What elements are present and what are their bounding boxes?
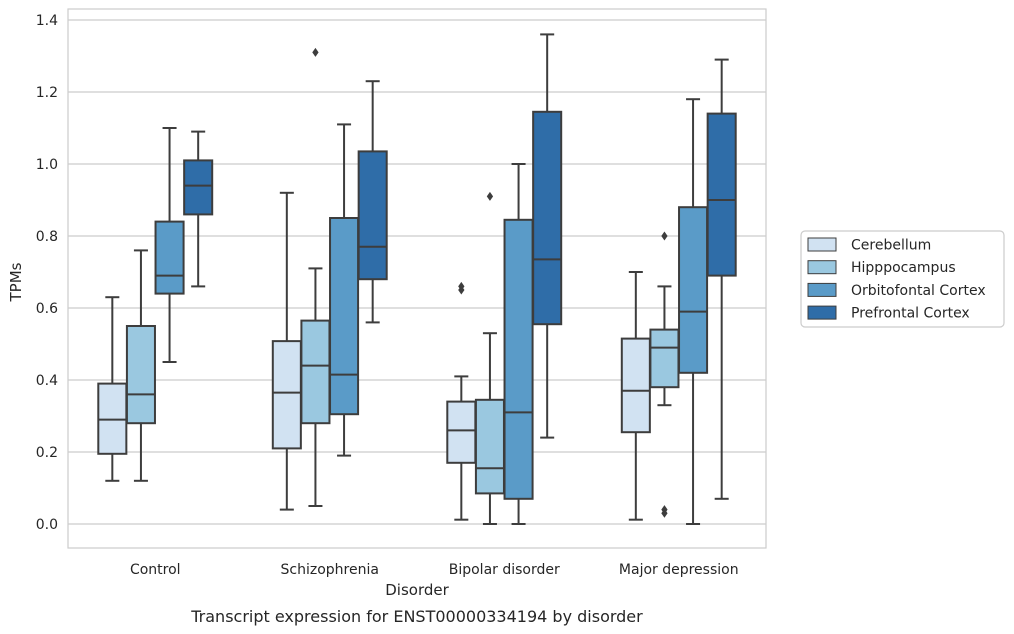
legend-label: Orbitofontal Cortex	[851, 283, 986, 299]
x-tick-label: Bipolar disorder	[449, 562, 560, 578]
x-tick-label: Major depression	[619, 562, 739, 578]
legend-swatch	[807, 237, 837, 252]
iqr-box	[649, 328, 680, 389]
y-tick-label: 1.2	[36, 85, 58, 101]
legend-label: Prefrontal Cortex	[851, 306, 970, 322]
iqr-box	[125, 325, 156, 425]
plot-frame	[67, 8, 767, 549]
box-orbitofontal-cortex	[154, 127, 185, 363]
iqr-box	[446, 400, 477, 464]
box-hipppocampus	[300, 47, 331, 507]
x-tick-label: Control	[130, 562, 181, 578]
legend-label: Cerebellum	[851, 238, 931, 254]
iqr-box	[678, 206, 709, 374]
iqr-box	[154, 220, 185, 295]
y-tick-label: 0.8	[36, 229, 58, 245]
box-orbitofontal-cortex	[503, 163, 534, 525]
legend-swatch	[807, 305, 837, 320]
y-tick-label: 0.2	[36, 445, 58, 461]
box-cerebellum	[97, 296, 128, 482]
legend-frame	[800, 230, 1005, 328]
y-tick-label: 0.0	[36, 517, 58, 533]
outlier-point	[661, 231, 668, 241]
box-cerebellum	[620, 271, 651, 521]
box-cerebellum	[446, 281, 477, 521]
y-tick-label: 1.4	[36, 13, 58, 29]
iqr-box	[329, 217, 360, 416]
y-tick-label: 0.4	[36, 373, 58, 389]
iqr-box	[300, 319, 331, 425]
y-tick-labels: 0.0 0.2 0.4 0.6 0.8 1.0 1.2 1.4	[36, 13, 58, 533]
iqr-box	[503, 218, 534, 500]
iqr-box	[474, 398, 505, 495]
box-layer	[97, 33, 737, 525]
iqr-box	[357, 150, 388, 281]
y-axis-label: TPMs	[7, 262, 25, 302]
box-hipppocampus	[125, 249, 156, 482]
box-prefrontal-cortex	[183, 130, 214, 288]
x-tick-labels: Control Schizophrenia Bipolar disorder Majo…	[130, 562, 739, 578]
box-prefrontal-cortex	[357, 80, 388, 324]
iqr-box	[706, 112, 737, 277]
box-hipppocampus	[649, 231, 680, 518]
outlier-point	[661, 508, 668, 518]
outlier-point	[458, 281, 465, 291]
box-orbitofontal-cortex	[678, 98, 709, 525]
iqr-box	[532, 110, 563, 326]
chart-caption: Transcript expression for ENST0000033419…	[190, 607, 643, 626]
x-axis-label: Disorder	[385, 581, 449, 599]
iqr-box	[620, 337, 651, 434]
box-prefrontal-cortex	[706, 58, 737, 500]
legend-swatch	[807, 282, 837, 297]
outlier-point	[486, 191, 494, 201]
box-hipppocampus	[474, 191, 505, 525]
box-orbitofontal-cortex	[329, 123, 360, 457]
x-tick-label: Schizophrenia	[281, 562, 379, 578]
box-prefrontal-cortex	[532, 33, 563, 439]
box-cerebellum	[271, 191, 302, 511]
iqr-box	[271, 340, 302, 450]
y-tick-label: 0.6	[36, 301, 58, 317]
outlier-point	[312, 47, 319, 57]
iqr-box	[183, 159, 214, 216]
legend: Cerebellum Hipppocampus Orbitofontal Corte…	[800, 230, 1005, 328]
y-tick-label: 1.0	[36, 157, 58, 173]
legend-swatch	[807, 260, 837, 275]
legend-label: Hipppocampus	[851, 260, 956, 276]
